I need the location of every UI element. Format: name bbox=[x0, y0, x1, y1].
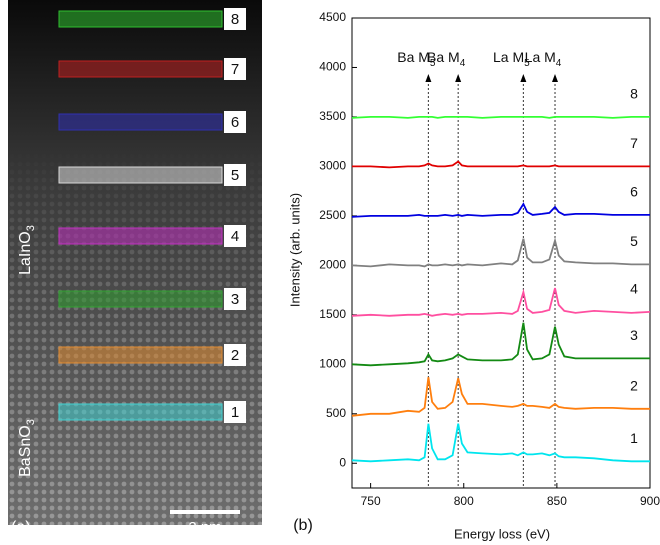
series-label: 5 bbox=[630, 233, 638, 249]
panel-label: (b) bbox=[293, 517, 313, 534]
region-label: 5 bbox=[231, 167, 239, 184]
y-tick-label: 2000 bbox=[319, 258, 346, 272]
plot-frame bbox=[351, 17, 651, 489]
lattice bbox=[8, 150, 262, 525]
layer-subscript: 3 bbox=[25, 225, 37, 231]
region-tag bbox=[224, 288, 246, 310]
edge-name: La M bbox=[493, 49, 524, 65]
spectrum bbox=[351, 377, 650, 417]
spectrum bbox=[352, 160, 650, 169]
edge-subscript: 5 bbox=[430, 58, 436, 69]
layer-label: BaSnO3 bbox=[17, 419, 37, 477]
edge-subscript: 5 bbox=[524, 58, 530, 69]
panel-label: (a) bbox=[11, 519, 31, 536]
region-label: 1 bbox=[231, 404, 239, 421]
region-label: 2 bbox=[231, 347, 239, 364]
region-tag bbox=[224, 401, 246, 423]
spectrum bbox=[351, 287, 651, 317]
spectrum bbox=[351, 423, 650, 463]
x-tick-label: 850 bbox=[547, 494, 567, 508]
spectrum bbox=[351, 202, 650, 218]
edge-name: Ba M bbox=[397, 49, 430, 65]
arrowhead bbox=[552, 74, 559, 82]
edge-subscript: 4 bbox=[556, 58, 562, 69]
x-tick-label: 750 bbox=[361, 494, 381, 508]
edge-name: Ba M bbox=[427, 49, 460, 65]
y-tick-label: 1500 bbox=[319, 307, 346, 321]
series-label: 4 bbox=[630, 281, 638, 297]
series-label: 3 bbox=[630, 327, 638, 343]
y-tick-label: 1000 bbox=[319, 356, 346, 370]
y-tick-label: 500 bbox=[326, 406, 346, 420]
region-label: 6 bbox=[231, 114, 239, 131]
region-tag bbox=[224, 58, 246, 80]
y-tick-label: 4000 bbox=[319, 60, 346, 74]
edge-label: Ba M5 bbox=[397, 49, 436, 69]
spectrum bbox=[351, 322, 650, 367]
layer-name: BaSnO bbox=[17, 425, 34, 477]
region-tag bbox=[224, 164, 246, 186]
spectrum bbox=[351, 116, 650, 119]
scale-label: 2 nm bbox=[188, 519, 221, 536]
edge-name: La M bbox=[525, 49, 556, 65]
x-tick-label: 800 bbox=[454, 494, 474, 508]
region-box bbox=[58, 10, 223, 28]
region-tag bbox=[224, 344, 246, 366]
y-axis-title: Intensity (arb. units) bbox=[287, 193, 302, 307]
edge-label: Ba M4 bbox=[427, 49, 466, 69]
region-box bbox=[58, 346, 223, 364]
region-box bbox=[58, 227, 223, 245]
region-box bbox=[58, 403, 223, 421]
layer-subscript: 3 bbox=[25, 419, 37, 425]
region-box bbox=[58, 290, 223, 308]
y-tick-label: 4500 bbox=[319, 10, 346, 24]
region-label: 7 bbox=[231, 61, 239, 78]
spectrum bbox=[351, 237, 650, 268]
region-tag bbox=[224, 111, 246, 133]
x-axis-title: Energy loss (eV) bbox=[454, 526, 550, 541]
region-label: 3 bbox=[231, 291, 239, 308]
arrowhead bbox=[520, 74, 527, 82]
y-tick-label: 3000 bbox=[319, 159, 346, 173]
series-label: 2 bbox=[630, 378, 638, 394]
arrowhead bbox=[425, 74, 432, 82]
edge-subscript: 4 bbox=[460, 58, 466, 69]
region-tag bbox=[224, 225, 246, 247]
series-label: 8 bbox=[630, 86, 638, 102]
region-label: 4 bbox=[231, 228, 239, 245]
series-label: 6 bbox=[630, 184, 638, 200]
edge-label: La M5 bbox=[493, 49, 530, 69]
series-label: 1 bbox=[630, 430, 638, 446]
edge-label: La M4 bbox=[525, 49, 562, 69]
y-tick-label: 3500 bbox=[319, 109, 346, 123]
series-label: 7 bbox=[630, 135, 638, 151]
arrowhead bbox=[455, 74, 462, 82]
y-tick-label: 2500 bbox=[319, 208, 346, 222]
layer-name: LaInO bbox=[17, 231, 34, 275]
y-tick-label: 0 bbox=[339, 455, 346, 469]
region-label: 8 bbox=[231, 11, 239, 28]
region-box bbox=[58, 60, 223, 78]
layer-label: LaInO3 bbox=[17, 225, 37, 275]
x-tick-label: 900 bbox=[640, 494, 660, 508]
region-box bbox=[58, 166, 223, 184]
region-tag bbox=[224, 8, 246, 30]
region-box bbox=[58, 113, 223, 131]
